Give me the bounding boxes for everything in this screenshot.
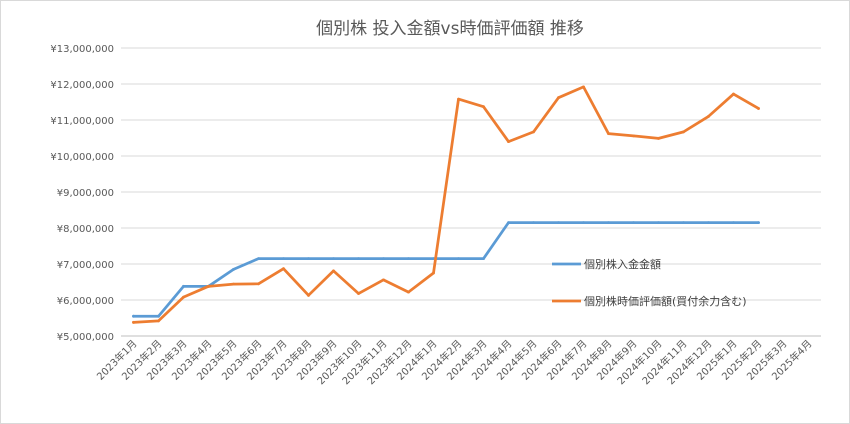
data-point [382, 278, 385, 282]
data-point [632, 221, 635, 225]
series-line-1 [132, 221, 760, 318]
data-point [732, 221, 735, 225]
data-point [257, 282, 260, 286]
data-point [332, 257, 335, 260]
data-point [182, 295, 185, 299]
data-point [582, 221, 585, 225]
data-point [707, 221, 710, 225]
data-point [182, 284, 185, 288]
data-point [582, 85, 585, 89]
data-point [557, 221, 560, 225]
data-point [282, 257, 285, 260]
data-point [507, 140, 510, 144]
data-point [482, 105, 485, 109]
data-point [507, 221, 510, 225]
data-point [407, 290, 410, 294]
y-tick-label: ¥7,000,000 [57, 260, 114, 271]
data-point [632, 134, 635, 138]
series-line-2 [132, 85, 760, 324]
data-point [557, 96, 560, 100]
data-point [132, 320, 135, 324]
data-point [757, 107, 760, 110]
data-point [682, 130, 685, 134]
data-point [132, 314, 135, 318]
data-point [757, 221, 760, 225]
data-point [332, 269, 335, 273]
legend-label: 個別株時価評価額(買付余力含む) [584, 294, 747, 308]
y-tick-label: ¥6,000,000 [57, 296, 114, 307]
y-tick-label: ¥11,000,000 [50, 116, 114, 127]
y-tick-label: ¥5,000,000 [57, 332, 114, 343]
data-point [307, 293, 310, 297]
data-point [732, 92, 735, 96]
y-tick-label: ¥9,000,000 [57, 188, 114, 199]
data-point [257, 257, 260, 260]
data-point [357, 292, 360, 295]
y-tick-label: ¥13,000,000 [50, 44, 114, 55]
data-point [432, 271, 435, 275]
data-point [707, 115, 710, 118]
data-point [382, 257, 385, 260]
data-point [532, 221, 535, 225]
data-point [657, 136, 660, 140]
data-point [657, 221, 660, 225]
data-point [532, 130, 535, 134]
data-point [207, 284, 210, 288]
y-tick-label: ¥10,000,000 [50, 152, 114, 163]
data-point [607, 132, 610, 136]
chart-title: 個別株 投入金額vs時価評価額 推移 [316, 19, 584, 39]
data-point [232, 268, 235, 271]
data-point [607, 221, 610, 225]
data-point [307, 257, 310, 260]
data-point [157, 319, 160, 323]
data-point [457, 257, 460, 260]
y-tick-label: ¥12,000,000 [50, 80, 114, 91]
data-point [357, 257, 360, 260]
data-point [482, 257, 485, 260]
data-point [157, 314, 160, 318]
data-point [232, 282, 235, 286]
data-point [682, 221, 685, 225]
y-tick-label: ¥8,000,000 [57, 224, 114, 235]
data-point [457, 97, 460, 101]
data-point [282, 267, 285, 271]
legend-label: 個別株入金金額 [584, 257, 661, 271]
data-point [407, 257, 410, 260]
